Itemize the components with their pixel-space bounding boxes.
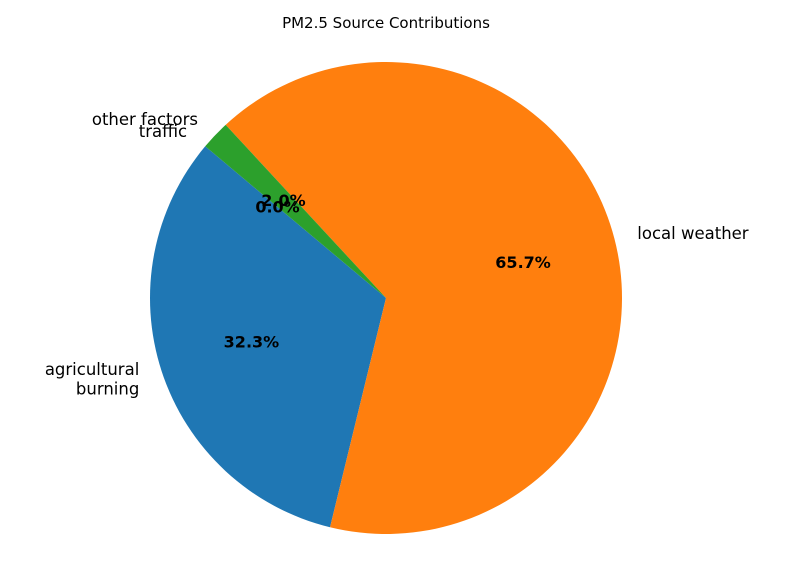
slice-agricultural-burning: [150, 146, 386, 528]
slice-label-line: local weather: [637, 224, 749, 243]
slice-label-line: agricultural: [45, 360, 139, 379]
pct-label-agricultural-burning: 32.3%: [224, 333, 280, 352]
pct-label-local-weather: 65.7%: [495, 253, 551, 272]
slice-label-line: traffic: [139, 122, 187, 141]
slice-label-line: burning: [76, 380, 139, 399]
slice-label-traffic: traffic: [139, 122, 187, 141]
slice-local-weather: [225, 61, 623, 534]
slice-label-other-factors: other factors: [92, 110, 198, 129]
slice-label-local-weather: local weather: [637, 224, 749, 243]
percent-labels: 32.3% 65.7% 2.0%0.0%: [224, 191, 551, 352]
pct-label-traffic: 0.0%: [255, 197, 299, 216]
slice-other-factors: [205, 124, 386, 298]
pct-label-other-factors: 2.0%: [261, 191, 305, 210]
slice-label-line: other factors: [92, 110, 198, 129]
slice-labels: agricultural burning local weather other fa…: [45, 110, 749, 399]
slice-label-agricultural-burning: agricultural burning: [45, 360, 139, 399]
pie-slices: [150, 61, 623, 534]
chart-title: PM2.5 Source Contributions: [282, 14, 490, 32]
